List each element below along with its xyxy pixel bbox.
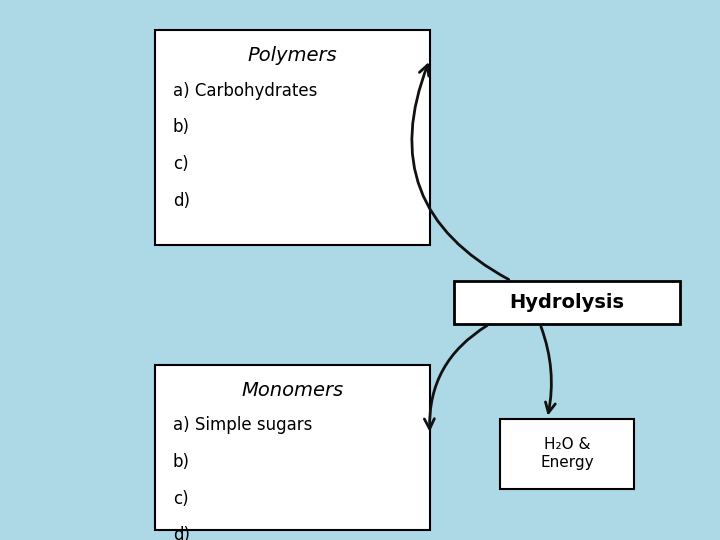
Text: a) Carbohydrates: a) Carbohydrates — [173, 82, 318, 99]
FancyBboxPatch shape — [500, 418, 634, 489]
FancyBboxPatch shape — [155, 30, 430, 245]
Text: d): d) — [173, 192, 190, 210]
Text: Hydrolysis: Hydrolysis — [509, 293, 624, 312]
Text: d): d) — [173, 526, 190, 540]
Text: b): b) — [173, 118, 190, 136]
Text: c): c) — [173, 490, 189, 508]
Text: a) Simple sugars: a) Simple sugars — [173, 416, 312, 434]
Text: H₂O &
Energy: H₂O & Energy — [540, 437, 594, 470]
FancyBboxPatch shape — [454, 281, 680, 324]
FancyBboxPatch shape — [155, 365, 430, 530]
Text: c): c) — [173, 155, 189, 173]
Text: Polymers: Polymers — [248, 46, 337, 65]
Text: Monomers: Monomers — [241, 381, 343, 400]
Text: b): b) — [173, 453, 190, 471]
